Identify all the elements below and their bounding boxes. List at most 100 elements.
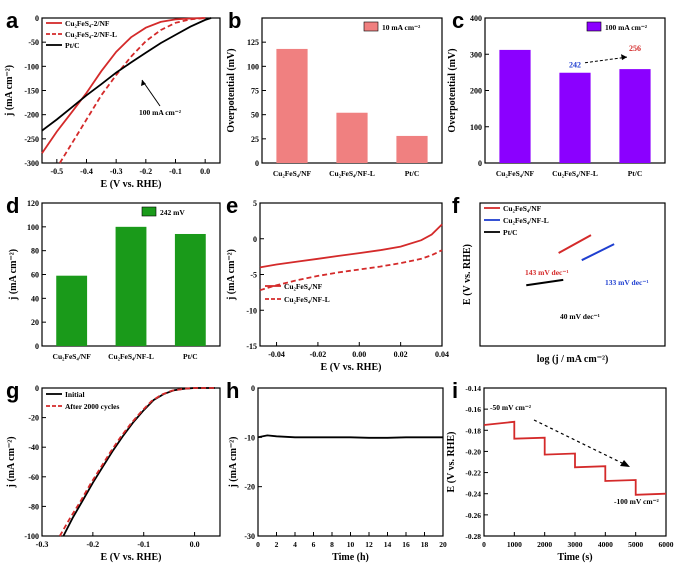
y-tick-label-i: -0.16 — [465, 405, 481, 414]
panel-letter-a: a — [6, 8, 19, 33]
y-axis-label-a: j (mA cm⁻²) — [4, 65, 15, 117]
dashed-arrowhead-i — [620, 460, 630, 467]
dashed-arrow-c — [584, 56, 628, 64]
y-tick-label-d: 60 — [31, 271, 39, 280]
legend-label-g-0: Initial — [65, 390, 85, 399]
slope-label-f-2: 40 mV dec⁻¹ — [560, 312, 600, 321]
dashed-arrowhead-c — [621, 54, 627, 61]
x-tick-label-a: -0.4 — [80, 167, 93, 176]
y-tick-label-i: -0.14 — [465, 384, 481, 393]
x-tick-label-i: 0 — [482, 540, 486, 549]
y-tick-label-h: 0 — [251, 384, 255, 393]
x-tick-label-h: 12 — [365, 540, 373, 549]
x-tick-label-a: -0.2 — [139, 167, 152, 176]
annotation-i-0: -50 mV cm⁻² — [490, 403, 532, 412]
annotation-arrowhead-a — [141, 80, 146, 86]
legend-label-g-1: After 2000 cycles — [65, 402, 120, 411]
y-tick-label-d: 40 — [31, 294, 39, 303]
legend-label-f-2: Pt/C — [503, 228, 518, 237]
category-label-c-2: Pt/C — [628, 169, 643, 178]
legend-label-b: 10 mA cm⁻² — [382, 23, 421, 32]
y-tick-label-e: 0 — [253, 235, 257, 244]
y-tick-label-c: 200 — [470, 87, 482, 96]
panel-letter-h: h — [226, 378, 239, 403]
bar-c-1 — [559, 72, 591, 163]
x-tick-label-h: 4 — [293, 540, 297, 549]
plot-frame-a — [41, 17, 221, 164]
y-tick-label-a: -300 — [24, 159, 39, 168]
annotation-i-1: -100 mV cm⁻² — [614, 497, 660, 506]
series-line-a-1 — [59, 17, 206, 164]
y-tick-label-e: -5 — [250, 271, 257, 280]
y-tick-label-c: 300 — [470, 50, 482, 59]
x-tick-label-e: -0.02 — [310, 350, 327, 359]
y-tick-label-a: -50 — [28, 38, 39, 47]
bar-b-0 — [276, 48, 308, 163]
x-tick-label-h: 20 — [439, 540, 447, 549]
y-tick-label-b: 0 — [255, 159, 259, 168]
y-tick-label-a: -150 — [24, 87, 39, 96]
category-label-b-0: Cu₂FeS₄/NF — [273, 169, 312, 178]
plot-frame-g — [41, 387, 221, 537]
y-tick-label-b: 25 — [251, 135, 259, 144]
x-tick-label-i: 1000 — [507, 540, 522, 549]
y-tick-label-i: -0.20 — [465, 447, 481, 456]
y-tick-label-a: -250 — [24, 135, 39, 144]
category-label-c-1: Cu₂FeS₄/NF-L — [552, 169, 598, 178]
y-tick-label-g: -60 — [28, 473, 39, 482]
y-axis-label-f: E (V vs. RHE) — [462, 244, 473, 305]
slope-label-f-0: 143 mV dec⁻¹ — [525, 268, 569, 277]
y-tick-label-g: -100 — [24, 532, 39, 541]
category-label-d-1: Cu₂FeS₄/NF-L — [108, 352, 154, 361]
series-line-g-1 — [59, 387, 215, 537]
y-tick-label-d: 80 — [31, 247, 39, 256]
y-tick-label-g: -80 — [28, 502, 39, 511]
y-axis-label-c: Overpotential (mV) — [447, 48, 458, 132]
category-label-b-1: Cu₂FeS₄/NF-L — [329, 169, 375, 178]
y-tick-label-a: -200 — [24, 111, 39, 120]
x-tick-label-i: 3000 — [568, 540, 583, 549]
x-axis-label-a: E (V vs. RHE) — [101, 179, 162, 190]
x-tick-label-g: -0.3 — [36, 540, 49, 549]
legend-label-f-0: Cu₂FeS₄/NF — [503, 204, 542, 213]
x-tick-label-h: 0 — [256, 540, 260, 549]
x-tick-label-h: 8 — [330, 540, 334, 549]
legend-label-e-0: Cu₂FeS₄/NF — [284, 282, 323, 291]
category-label-d-2: Pt/C — [183, 352, 198, 361]
legend-label-a-1: Cu₂FeS₄-2/NF-L — [65, 30, 117, 39]
panel-letter-e: e — [226, 193, 238, 218]
x-tick-label-e: 0.02 — [394, 350, 408, 359]
y-tick-label-b: 100 — [247, 62, 259, 71]
bar-c-2 — [619, 69, 651, 163]
plot-frame-f — [479, 202, 666, 347]
slope-label-f-1: 133 mV dec⁻¹ — [605, 278, 649, 287]
legend-label-a-0: Cu₂FeS₄-2/NF — [65, 19, 110, 28]
bar-value-label-c-1: 242 — [569, 61, 581, 70]
x-tick-label-g: -0.1 — [137, 540, 150, 549]
y-tick-label-g: -20 — [28, 414, 39, 423]
y-tick-label-i: -0.18 — [465, 426, 481, 435]
x-tick-label-i: 4000 — [598, 540, 613, 549]
y-tick-label-c: 0 — [478, 159, 482, 168]
legend-label-f-1: Cu₂FeS₄/NF-L — [503, 216, 549, 225]
x-tick-label-a: -0.5 — [50, 167, 63, 176]
tafel-line-f-0 — [558, 234, 592, 254]
y-axis-label-d: j (mA cm⁻²) — [8, 249, 19, 301]
series-line-a-2 — [41, 17, 212, 132]
tafel-line-f-2 — [526, 278, 564, 287]
x-axis-label-i: Time (s) — [557, 552, 592, 563]
bar-value-label-c-2: 256 — [629, 44, 641, 53]
x-tick-label-h: 18 — [421, 540, 429, 549]
y-tick-label-e: -15 — [246, 342, 257, 351]
x-axis-label-g: E (V vs. RHE) — [101, 552, 162, 563]
category-label-b-2: Pt/C — [405, 169, 420, 178]
category-label-c-0: Cu₂FeS₄/NF — [496, 169, 535, 178]
series-line-i-0 — [483, 420, 667, 496]
plot-frame-h — [257, 387, 444, 537]
y-tick-label-e: 5 — [253, 199, 257, 208]
y-axis-label-b: Overpotential (mV) — [226, 48, 237, 132]
x-tick-label-a: 0.0 — [200, 167, 210, 176]
series-line-h-0 — [257, 434, 443, 439]
panel-letter-i: i — [452, 378, 458, 403]
